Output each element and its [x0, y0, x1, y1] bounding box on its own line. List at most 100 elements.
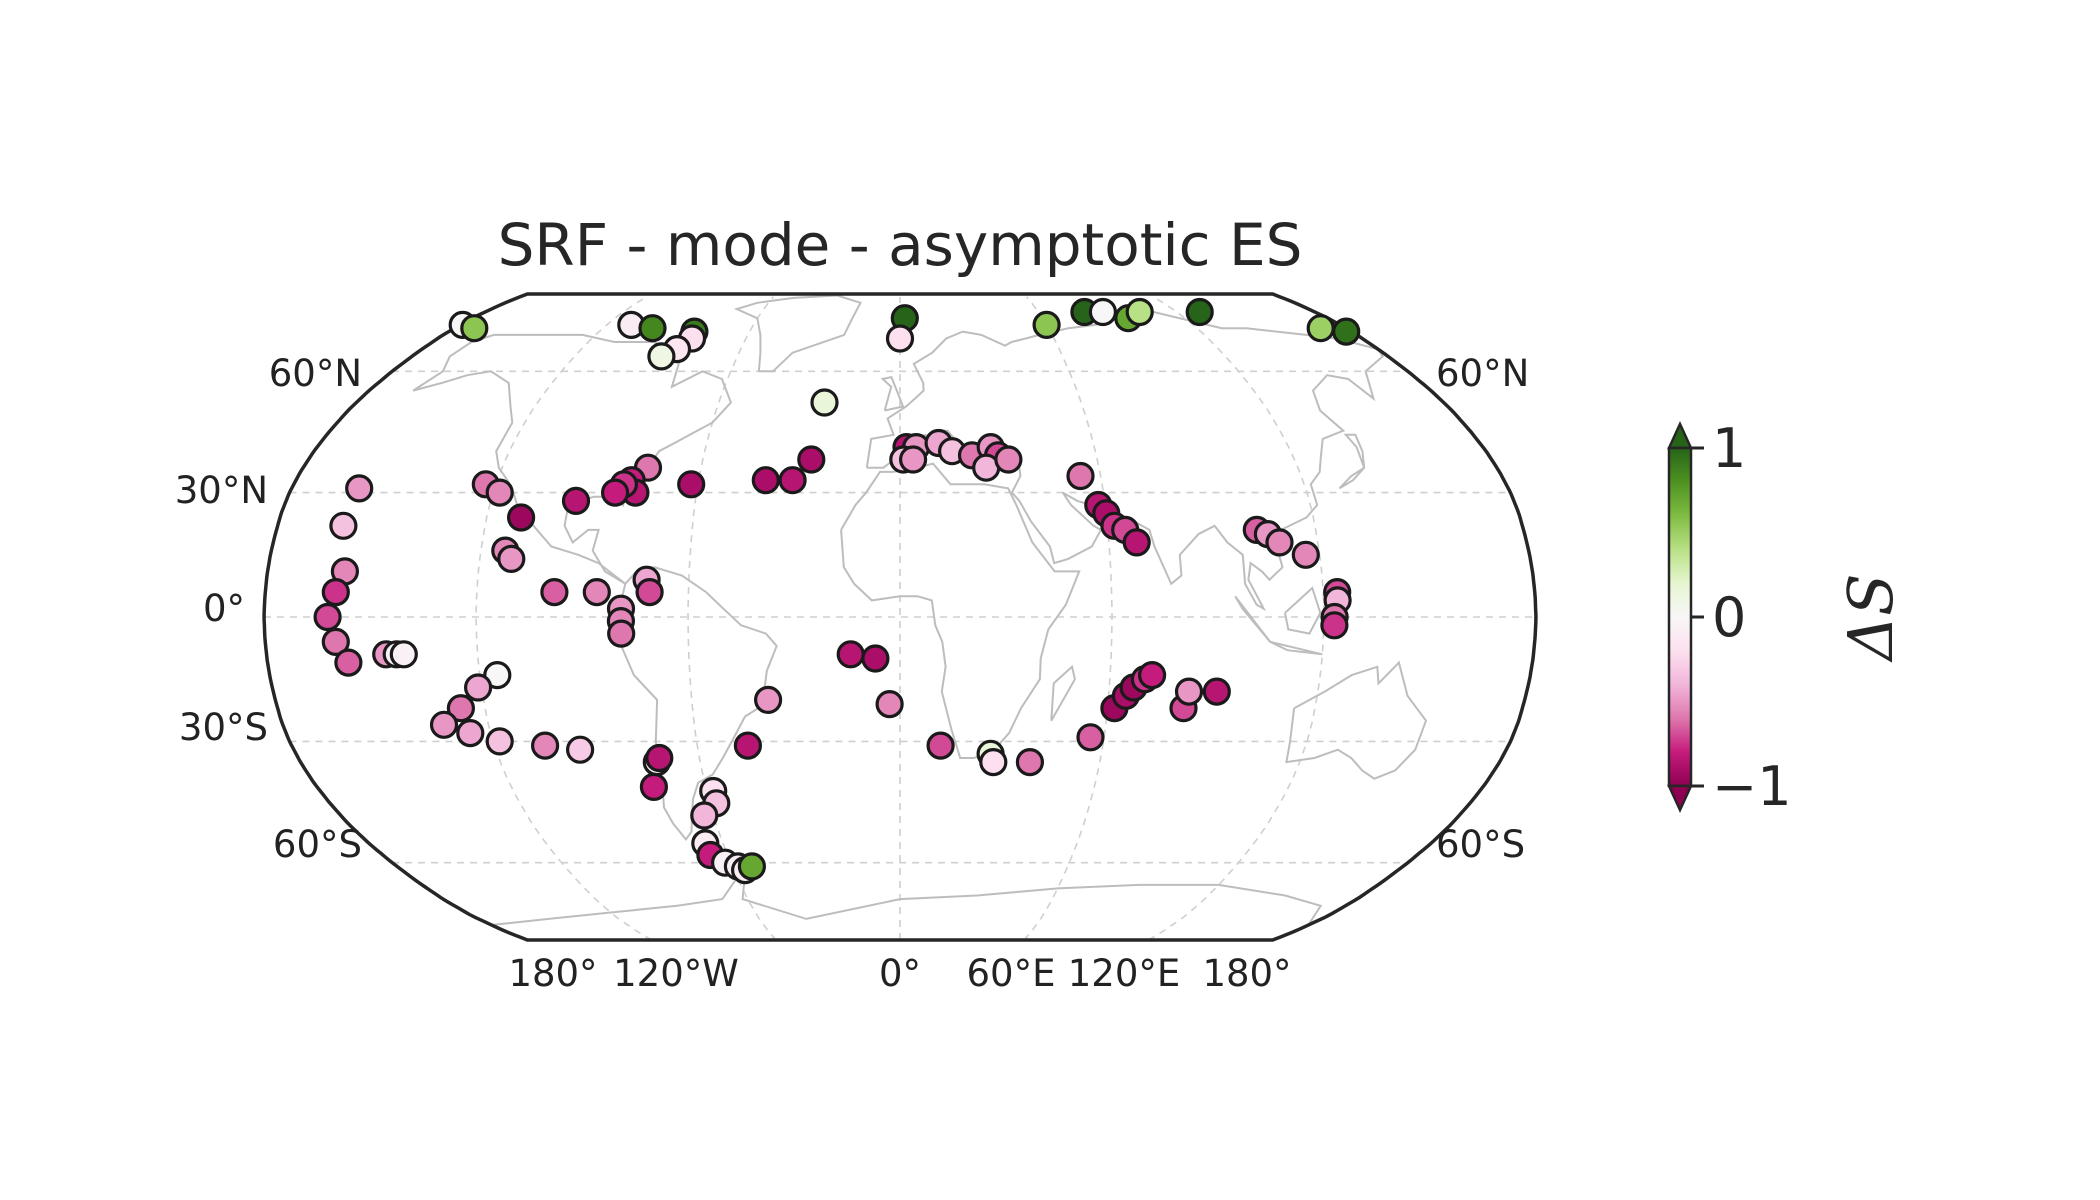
data-point [600, 478, 630, 507]
data-point [1332, 317, 1361, 346]
data-point [1076, 723, 1105, 752]
data-point [751, 466, 780, 495]
coastline [1050, 664, 1076, 722]
colorbar-extend-min [1667, 784, 1693, 814]
colorbar-tick-max: 1 [1712, 417, 1746, 480]
data-point [1291, 540, 1320, 569]
data-point [1032, 310, 1061, 339]
data-point [753, 685, 783, 715]
data-point [898, 445, 928, 474]
data-point [690, 801, 719, 830]
meridian-line [1147, 296, 1325, 941]
data-point [797, 445, 826, 474]
data-point [885, 324, 915, 353]
data-point [645, 743, 674, 773]
data-point [446, 694, 475, 723]
data-point [994, 445, 1023, 474]
data-point [1306, 314, 1335, 343]
data-point [875, 689, 904, 719]
coastline [1285, 660, 1428, 780]
data-point [334, 648, 363, 677]
lon-label-120w: 120°W [613, 952, 739, 995]
data-point [1137, 660, 1167, 690]
data-point [485, 478, 514, 507]
data-point [1015, 747, 1045, 777]
data-point [1185, 297, 1214, 327]
data-point [329, 511, 358, 540]
meridian-line [1023, 296, 1113, 941]
data-point [1202, 677, 1231, 706]
data-point [460, 314, 489, 343]
data-point [389, 640, 418, 669]
data-point [778, 466, 807, 495]
data-point [429, 710, 459, 739]
lat-label-60s-left: 60°S [273, 823, 362, 866]
lon-label-0: 0° [879, 952, 921, 995]
data-points [313, 297, 1361, 885]
data-point [836, 640, 865, 669]
data-point [926, 731, 955, 760]
latitude-labels: 60°N 30°N 0° 30°S 60°S 60°N 60°S [175, 352, 1530, 866]
lat-label-60n-left: 60°N [269, 352, 362, 395]
lon-label-120e: 120°E [1068, 952, 1181, 995]
data-point [861, 644, 890, 673]
data-point [321, 627, 350, 657]
data-point [540, 577, 569, 607]
data-point [635, 577, 664, 607]
coastline [1284, 586, 1322, 635]
colorbar: 1 0 −1 ΔS [1667, 417, 1907, 818]
coastline [1338, 433, 1366, 490]
data-point [638, 314, 667, 343]
data-point [647, 342, 676, 371]
map-title: SRF - mode - asymptotic ES [498, 211, 1303, 279]
data-point [582, 577, 611, 607]
data-point [1066, 461, 1095, 491]
data-point [1320, 611, 1349, 640]
colorbar-tick-mid: 0 [1712, 586, 1746, 649]
data-point [321, 577, 350, 607]
coastline [1234, 595, 1323, 656]
data-point [737, 852, 767, 881]
lat-label-30s-left: 30°S [179, 706, 268, 749]
data-point [464, 673, 493, 702]
lat-label-60n-right: 60°N [1436, 352, 1529, 395]
data-point [313, 602, 342, 632]
lat-label-60s-right: 60°S [1436, 823, 1525, 866]
data-point [733, 731, 763, 760]
data-point [639, 772, 669, 802]
data-point [1174, 677, 1204, 706]
lon-label-180-left: 180° [508, 952, 597, 995]
lat-label-0-left: 0° [203, 587, 245, 630]
data-point [810, 388, 839, 417]
meridian-line [687, 296, 777, 941]
data-point [485, 727, 514, 756]
coastline [865, 310, 1385, 612]
colorbar-extend-max [1667, 420, 1693, 450]
longitude-labels: 180° 120°W 0° 60°E 120°E 180° [508, 952, 1291, 995]
map-outline [262, 292, 1538, 942]
data-point [565, 735, 595, 764]
coastlines [412, 294, 1428, 926]
data-point [677, 470, 706, 499]
coastline [840, 462, 1081, 759]
coastline [491, 876, 1323, 926]
lon-label-60e: 60°E [967, 952, 1056, 995]
data-point [1265, 528, 1294, 557]
coastline [412, 333, 733, 585]
graticule [264, 296, 1536, 941]
data-point [1125, 297, 1154, 327]
data-point [1122, 528, 1151, 557]
coastline [880, 375, 905, 412]
colorbar-tick-min: −1 [1712, 755, 1792, 818]
data-point [561, 486, 591, 515]
lat-label-30n-left: 30°N [175, 469, 268, 512]
data-point [345, 474, 374, 503]
data-point [1088, 297, 1118, 327]
coastline [733, 294, 862, 373]
data-point [497, 544, 526, 574]
data-point [456, 718, 485, 748]
data-point [530, 731, 560, 760]
data-point [506, 503, 536, 532]
lon-label-180-right: 180° [1202, 952, 1291, 995]
